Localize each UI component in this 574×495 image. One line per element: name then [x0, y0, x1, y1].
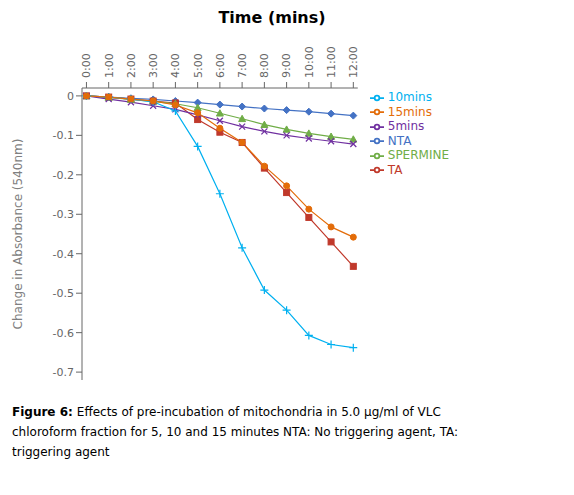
html-text:15mins: 15mins [387, 104, 432, 119]
svg-text:-0.4: -0.4 [53, 248, 74, 261]
html-text:NTA: NTA [387, 133, 412, 148]
html-text:Time (mins): Time (mins) [218, 8, 326, 27]
svg-text:2:00: 2:00 [125, 53, 138, 78]
html-text:Figure 6: Effects of pre-incub: Figure 6: Effects of pre-incubation of m… [12, 405, 441, 419]
html-text:10mins: 10mins [387, 90, 432, 104]
svg-text:-0.3: -0.3 [53, 208, 74, 221]
svg-text:9:00: 9:00 [280, 53, 293, 78]
svg-text:0: 0 [67, 90, 74, 103]
svg-text:10:00: 10:00 [303, 46, 316, 78]
svg-text:7:00: 7:00 [236, 53, 249, 78]
svg-text:6:00: 6:00 [214, 53, 227, 78]
svg-text:3:00: 3:00 [147, 53, 160, 78]
html-text:chloroform fraction for 5, 10: chloroform fraction for 5, 10 and 15 min… [12, 425, 459, 439]
svg-text:-0.7: -0.7 [53, 366, 74, 379]
svg-text:-0.2: -0.2 [53, 169, 74, 182]
html-text:triggering agent: triggering agent [12, 445, 110, 459]
svg-text:4:00: 4:00 [169, 53, 182, 78]
svg-text:-0.1: -0.1 [53, 129, 74, 142]
html-text:TA: TA [387, 162, 403, 177]
html-text:5mins: 5mins [387, 119, 425, 133]
svg-text:5:00: 5:00 [191, 53, 204, 78]
html-text:SPERMINE: SPERMINE [387, 148, 449, 162]
svg-text:0:00: 0:00 [80, 53, 93, 78]
svg-text:1:00: 1:00 [103, 53, 116, 78]
svg-text:-0.5: -0.5 [53, 287, 74, 300]
svg-text:-0.6: -0.6 [53, 327, 74, 340]
svg-text:11:00: 11:00 [325, 46, 338, 78]
svg-text:12:00: 12:00 [347, 46, 360, 78]
svg-text:8:00: 8:00 [258, 53, 271, 78]
svg-text:Change in Absorbance (540nm): Change in Absorbance (540nm) [11, 139, 25, 330]
